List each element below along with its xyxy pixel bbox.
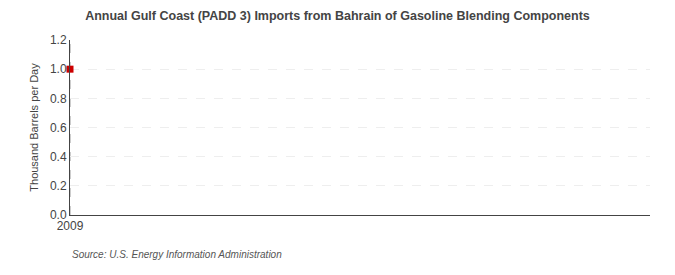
svg-text:0.2: 0.2 (50, 179, 67, 193)
svg-text:0.8: 0.8 (50, 92, 67, 106)
svg-text:0.4: 0.4 (50, 150, 67, 164)
svg-text:0.6: 0.6 (50, 121, 67, 135)
svg-text:0.0: 0.0 (50, 208, 67, 222)
svg-text:1.0: 1.0 (50, 62, 67, 76)
svg-text:Thousand Barrels per Day: Thousand Barrels per Day (28, 63, 40, 192)
svg-text:1.2: 1.2 (50, 33, 67, 47)
svg-text:Source: U.S. Energy Informatio: Source: U.S. Energy Information Administ… (72, 249, 282, 260)
svg-text:2009: 2009 (57, 219, 84, 233)
svg-text:Annual Gulf Coast (PADD 3) Imp: Annual Gulf Coast (PADD 3) Imports from … (85, 9, 590, 23)
